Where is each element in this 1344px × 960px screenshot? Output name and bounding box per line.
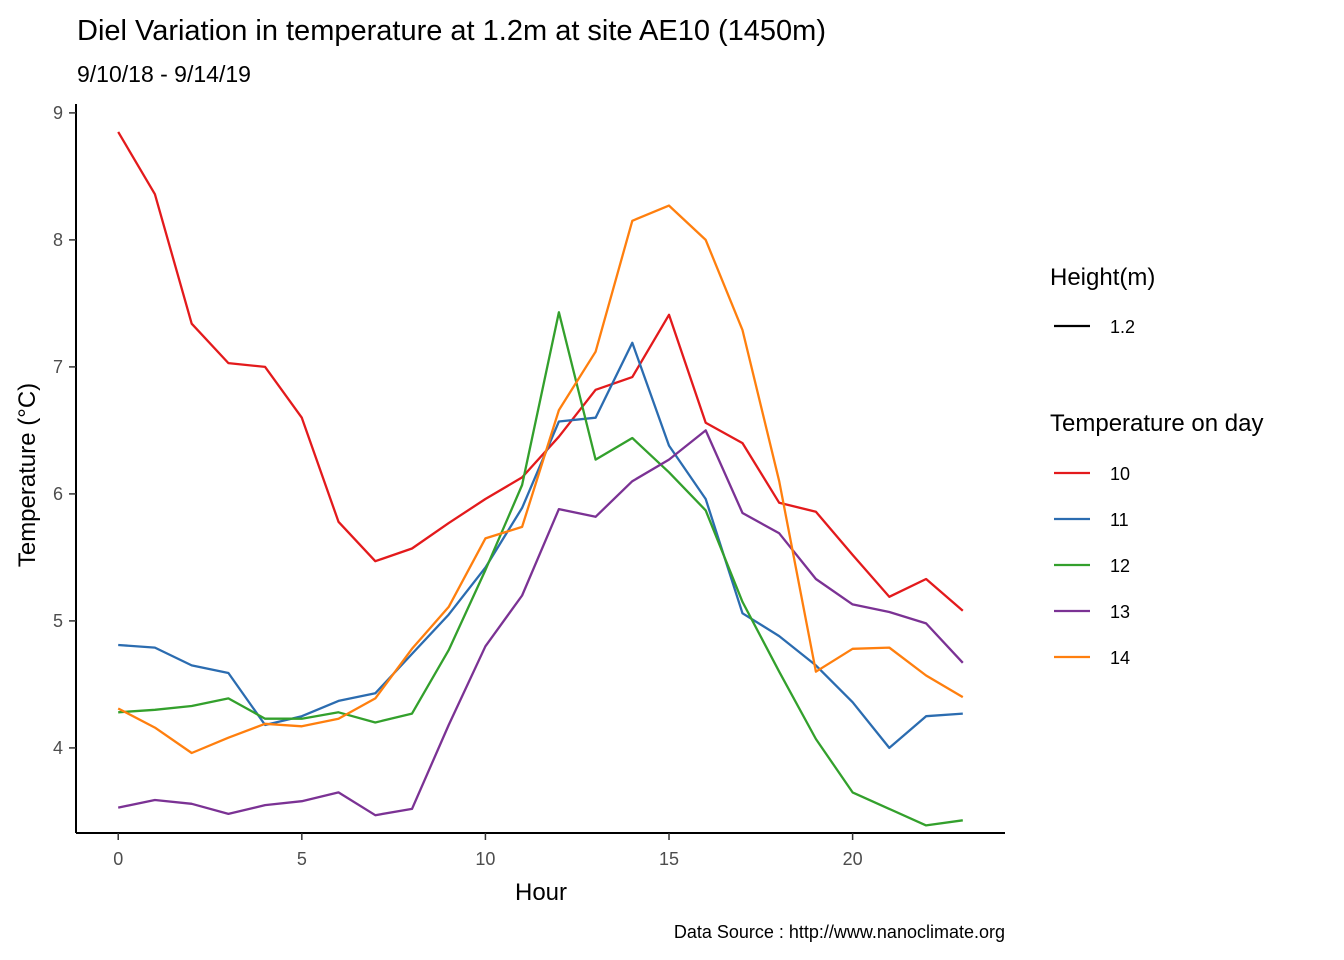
x-tick-label: 0	[113, 849, 123, 869]
y-tick-label: 9	[53, 103, 63, 123]
legend: Height(m) 1.2 Temperature on day 1011121…	[1050, 264, 1263, 668]
legend-label-day-13: 13	[1110, 602, 1130, 622]
x-tick-label: 20	[843, 849, 863, 869]
y-axis-ticks: 4 5 6 7 8 9	[53, 103, 76, 758]
x-axis-ticks: 0 5 10 15 20	[113, 833, 863, 869]
legend-title-day: Temperature on day	[1050, 410, 1263, 437]
x-tick-label: 10	[475, 849, 495, 869]
y-tick-label: 5	[53, 611, 63, 631]
series-line-day-13	[117, 429, 964, 817]
y-tick-label: 8	[53, 230, 63, 250]
x-axis-title: Hour	[515, 879, 567, 906]
x-tick-label: 5	[297, 849, 307, 869]
legend-title-height: Height(m)	[1050, 264, 1155, 291]
series-line-day-14	[117, 204, 964, 755]
series-line-day-12	[118, 311, 963, 827]
legend-label-day-11: 11	[1110, 510, 1129, 530]
legend-label-day-14: 14	[1110, 648, 1130, 668]
y-tick-label: 7	[53, 357, 63, 377]
chart-title: Diel Variation in temperature at 1.2m at…	[77, 15, 826, 47]
series-line-day-10	[117, 131, 964, 612]
series-lines	[117, 131, 964, 827]
legend-label-day-12: 12	[1110, 556, 1130, 576]
y-tick-label: 6	[53, 484, 63, 504]
plot-area: 0 5 10 15 20 4 5 6 7 8 9	[53, 103, 1005, 869]
chart-subtitle: 9/10/18 - 9/14/19	[77, 61, 251, 87]
legend-linetype-entries: 1.2	[1054, 317, 1135, 337]
y-tick-label: 4	[53, 738, 63, 758]
y-axis-title: Temperature (°C)	[14, 383, 41, 567]
x-tick-label: 15	[659, 849, 679, 869]
legend-color-entries: 10 11 12 13 14	[1054, 464, 1130, 668]
legend-label-day-10: 10	[1110, 464, 1130, 484]
data-source-caption: Data Source : http://www.nanoclimate.org	[674, 922, 1005, 942]
legend-label-height: 1.2	[1110, 317, 1135, 337]
